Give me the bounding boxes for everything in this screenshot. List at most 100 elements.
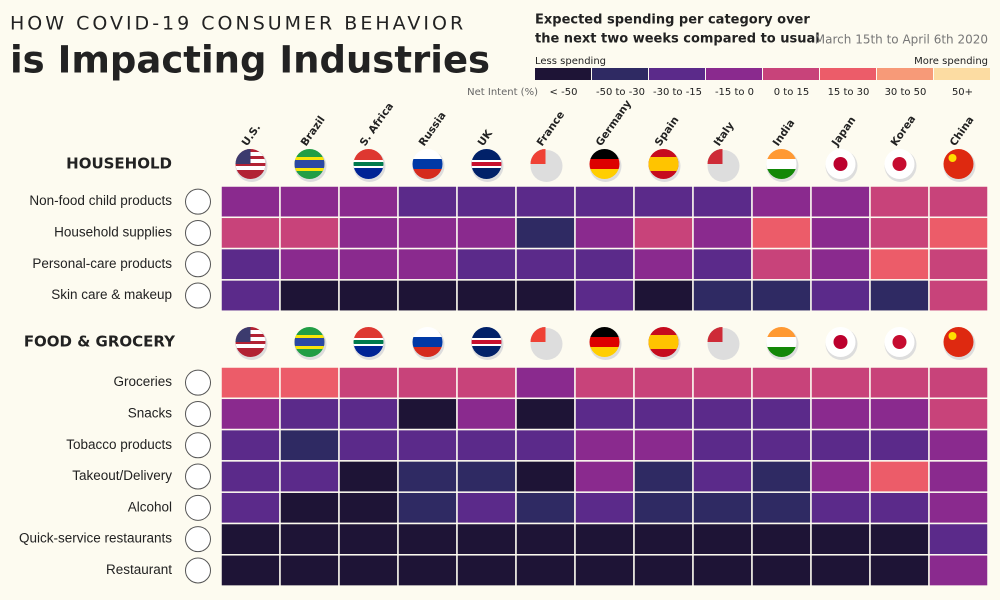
- heat-cell: [928, 428, 989, 462]
- flag: [412, 327, 445, 360]
- heat-cell: [456, 460, 517, 493]
- flag-part: [294, 160, 325, 168]
- row-label: Alcohol: [128, 499, 172, 514]
- heat-cell: [928, 554, 989, 587]
- heat-cell: [633, 428, 694, 462]
- heat-cell: [928, 279, 989, 312]
- flag: [707, 327, 740, 360]
- heat-cell: [633, 460, 694, 493]
- heat-cell: [810, 428, 871, 462]
- flag-body: [648, 327, 679, 357]
- legend-swatch: [592, 68, 648, 80]
- heat-cell: [338, 279, 399, 312]
- legend-label: -30 to -15: [653, 87, 702, 98]
- flag-part: [530, 149, 546, 164]
- flag-dot: [833, 157, 848, 171]
- heat-cell: [810, 216, 871, 250]
- heat-cell: [220, 247, 281, 281]
- row-label: Groceries: [113, 374, 172, 389]
- heat-cell: [810, 247, 871, 281]
- country-label: UK: [476, 127, 496, 148]
- section-title: HOUSEHOLD: [66, 155, 172, 173]
- heat-cell: [220, 522, 281, 556]
- flag-part: [412, 159, 443, 169]
- country-label: Spain: [653, 114, 682, 148]
- legend-title: Expected spending per category over: [535, 13, 810, 28]
- flag: [766, 327, 799, 360]
- heat-cell: [810, 460, 871, 493]
- flag-part: [530, 327, 546, 342]
- country-label: S. Africa: [358, 101, 397, 149]
- country-label: Italy: [712, 120, 737, 149]
- heat-cell: [515, 216, 576, 250]
- flag-dot: [892, 335, 907, 349]
- flag-body: [589, 327, 620, 357]
- heat-cell: [633, 491, 694, 525]
- flag-body: [530, 149, 546, 164]
- flag: [353, 327, 386, 360]
- flag: [766, 149, 799, 182]
- flag-body: [412, 149, 443, 179]
- heat-cell: [397, 397, 458, 431]
- heat-cell: [397, 185, 458, 219]
- heat-cell: [456, 366, 517, 400]
- heat-cell: [869, 428, 930, 462]
- legend-label: < -50: [550, 87, 578, 98]
- heat-cell: [928, 366, 989, 400]
- flag-part: [353, 167, 384, 179]
- heat-cell: [869, 554, 930, 587]
- heat-cell: [692, 216, 753, 250]
- heat-cell: [338, 554, 399, 587]
- heat-cell: [633, 366, 694, 400]
- legend-swatch: [877, 68, 933, 80]
- heat-cell: [397, 522, 458, 556]
- row-icon: [185, 219, 211, 246]
- heat-cell: [633, 216, 694, 250]
- heat-cell: [928, 185, 989, 219]
- legend-label: 50+: [952, 87, 973, 98]
- country-label: France: [535, 109, 568, 148]
- heat-cell: [279, 554, 340, 587]
- flag-part: [353, 162, 384, 166]
- flag-part: [766, 337, 797, 347]
- heat-cell: [574, 554, 635, 587]
- flag-part: [412, 327, 443, 337]
- country-label: Russia: [417, 110, 449, 149]
- heat-cell: [220, 460, 281, 493]
- heat-cell: [338, 491, 399, 525]
- legend-swatch: [820, 68, 876, 80]
- flag-body: [884, 327, 915, 357]
- heat-cell: [515, 185, 576, 219]
- heat-cell: [869, 460, 930, 493]
- flag: [530, 327, 563, 360]
- heat-cell: [633, 522, 694, 556]
- date: March 15th to April 6th 2020: [815, 33, 988, 47]
- heat-cell: [397, 428, 458, 462]
- section-title: FOOD & GROCERY: [24, 333, 176, 351]
- heat-cell: [751, 185, 812, 219]
- heat-cell: [279, 279, 340, 312]
- heat-cell: [338, 185, 399, 219]
- legend-label: 0 to 15: [774, 87, 809, 98]
- title-main: is Impacting Industries: [10, 39, 490, 82]
- flag-body: [766, 149, 797, 179]
- heat-cell: [574, 397, 635, 431]
- heat-cell: [751, 397, 812, 431]
- row-label: Quick-service restaurants: [19, 531, 172, 546]
- flag-part: [589, 149, 620, 159]
- heat-cell: [869, 397, 930, 431]
- heat-cell: [633, 185, 694, 219]
- row-label: Household supplies: [54, 225, 172, 240]
- row-icon: [185, 282, 211, 309]
- heat-cell: [633, 397, 694, 431]
- flag: [884, 149, 917, 182]
- flag-part: [353, 149, 384, 161]
- flag-part: [707, 149, 723, 164]
- heat-cell: [692, 460, 753, 493]
- legend-label: -50 to -30: [596, 87, 645, 98]
- row-icon: [185, 369, 211, 396]
- flag: [294, 327, 327, 360]
- heat-cell: [810, 554, 871, 587]
- flag: [884, 327, 917, 360]
- flag-part: [235, 327, 251, 342]
